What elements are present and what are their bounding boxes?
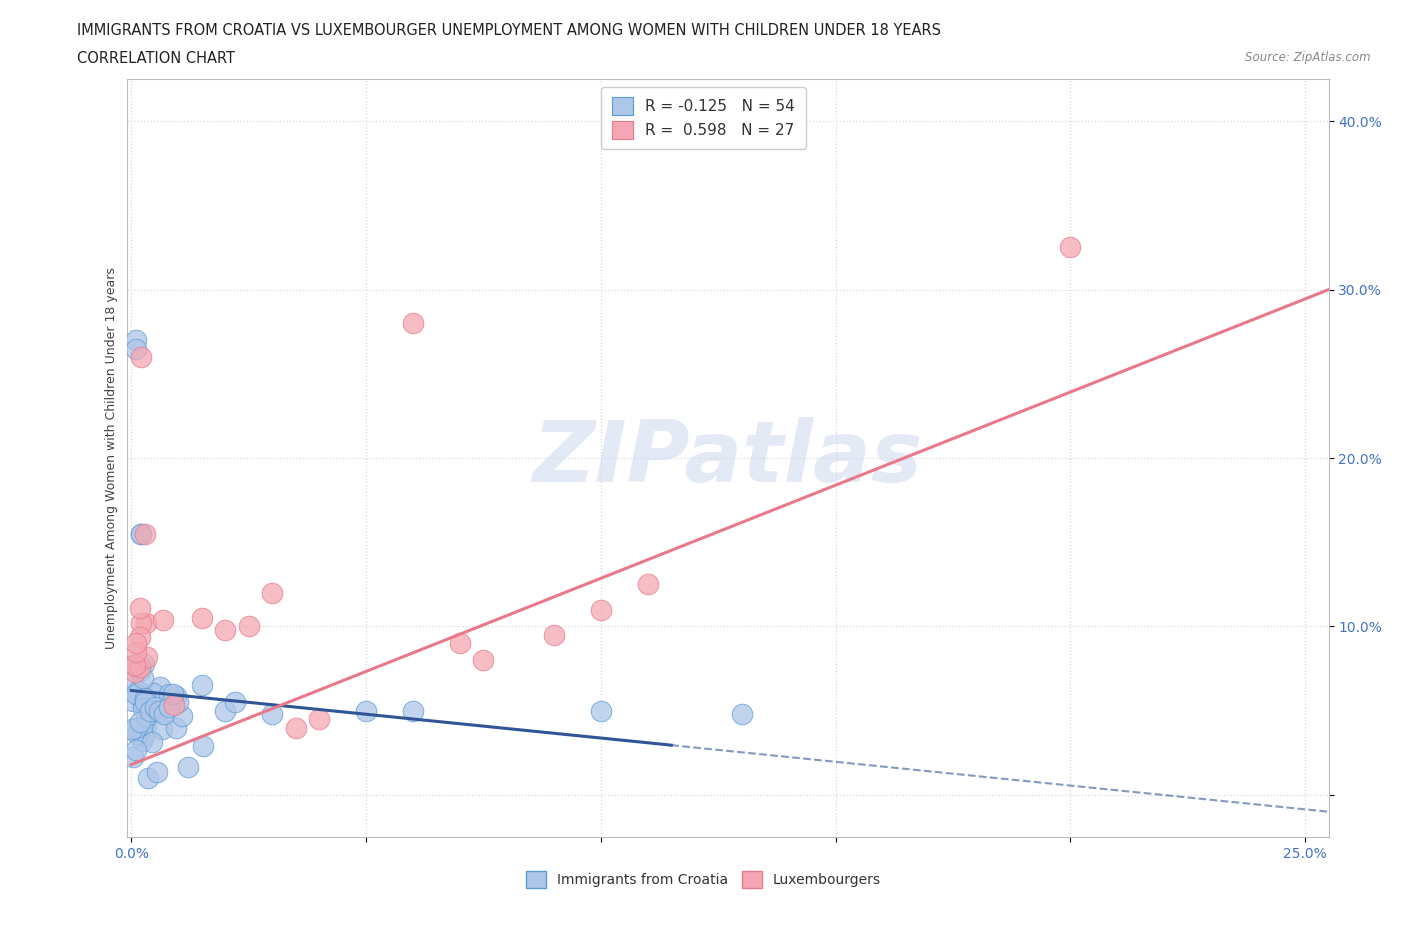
Point (125, 341, 148, 356)
Point (125, 721, 148, 736)
Point (121, 671, 143, 686)
Point (153, 707, 176, 722)
Point (224, 695, 246, 710)
Point (129, 350, 152, 365)
Point (157, 700, 180, 715)
Point (449, 636, 471, 651)
Point (238, 619, 260, 634)
Point (132, 657, 155, 671)
Point (141, 734, 163, 749)
Point (125, 687, 148, 702)
Text: IMMIGRANTS FROM CROATIA VS LUXEMBOURGER UNEMPLOYMENT AMONG WOMEN WITH CHILDREN U: IMMIGRANTS FROM CROATIA VS LUXEMBOURGER … (77, 23, 942, 38)
Point (129, 526, 152, 541)
Point (148, 703, 170, 718)
Point (132, 700, 155, 715)
Point (129, 526, 152, 541)
Point (122, 658, 145, 672)
Point (142, 685, 165, 700)
Point (731, 707, 754, 722)
Point (149, 680, 172, 695)
Point (143, 700, 166, 715)
Point (354, 703, 377, 718)
Point (121, 693, 143, 708)
Point (121, 750, 143, 764)
Point (131, 734, 153, 749)
Point (134, 526, 156, 541)
Point (152, 613, 174, 628)
Y-axis label: Unemployment Among Women with Children Under 18 years: Unemployment Among Women with Children U… (105, 267, 118, 649)
Point (121, 722, 143, 737)
Point (135, 650, 157, 665)
Point (146, 764, 169, 779)
Text: Source: ZipAtlas.com: Source: ZipAtlas.com (1246, 51, 1371, 64)
Point (284, 720, 307, 735)
Point (134, 716, 156, 731)
Point (165, 721, 187, 736)
Point (124, 743, 146, 758)
Point (190, 611, 212, 626)
Point (165, 688, 187, 703)
Point (129, 601, 152, 616)
Point (150, 722, 173, 737)
Point (125, 644, 148, 659)
Point (128, 715, 150, 730)
Point (125, 636, 148, 651)
Point (163, 698, 186, 712)
Point (134, 695, 156, 710)
Point (214, 703, 236, 718)
Point (637, 577, 659, 591)
Point (134, 690, 156, 705)
Point (125, 333, 148, 348)
Legend: Immigrants from Croatia, Luxembourgers: Immigrants from Croatia, Luxembourgers (520, 865, 887, 895)
Point (191, 738, 214, 753)
Point (402, 316, 425, 331)
Text: ZIPatlas: ZIPatlas (533, 417, 922, 499)
Point (135, 717, 157, 732)
Point (124, 658, 146, 673)
Point (139, 703, 162, 718)
Point (162, 686, 184, 701)
Point (170, 709, 193, 724)
Point (131, 696, 153, 711)
Point (1059, 240, 1081, 255)
Point (402, 703, 425, 718)
Point (472, 653, 495, 668)
Point (132, 671, 155, 685)
Point (589, 703, 612, 718)
Point (589, 603, 612, 618)
Point (128, 629, 150, 644)
Point (543, 628, 565, 643)
Point (127, 727, 149, 742)
Point (129, 659, 152, 674)
Point (145, 703, 167, 718)
Point (262, 707, 284, 722)
Point (129, 659, 152, 674)
Point (308, 711, 330, 726)
Point (262, 585, 284, 600)
Point (135, 709, 157, 724)
Point (129, 664, 152, 679)
Point (135, 616, 157, 631)
Point (127, 684, 149, 698)
Point (167, 695, 190, 710)
Point (134, 729, 156, 744)
Point (190, 678, 212, 693)
Point (129, 616, 152, 631)
Point (157, 686, 180, 701)
Text: CORRELATION CHART: CORRELATION CHART (77, 51, 235, 66)
Point (124, 664, 146, 679)
Point (214, 622, 236, 637)
Point (176, 760, 198, 775)
Point (138, 770, 160, 785)
